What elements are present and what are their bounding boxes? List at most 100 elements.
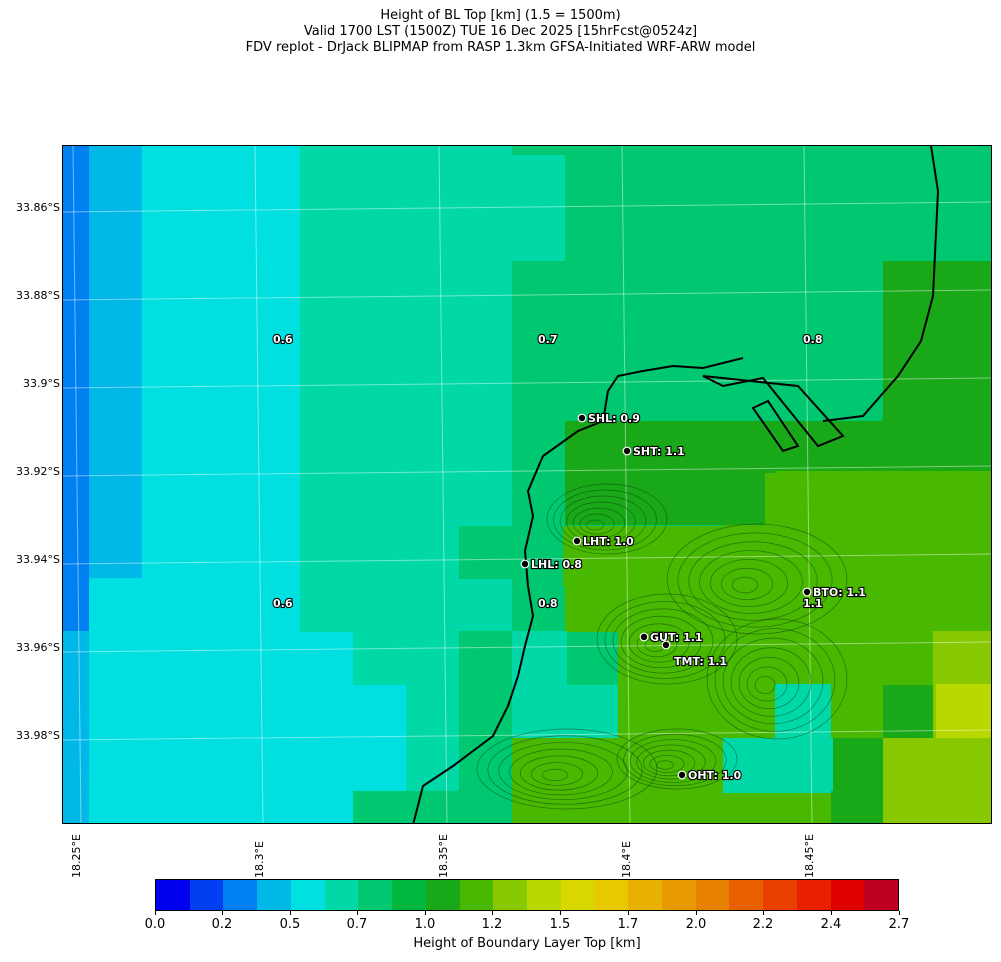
grid-cell xyxy=(618,685,672,739)
station-label: SHT: 1.1 xyxy=(633,445,685,458)
grid-cell xyxy=(933,311,991,471)
grid-cell xyxy=(353,579,407,633)
field-value-label: 0.8 xyxy=(803,333,823,346)
map-panel[interactable]: 0.6 0.7 0.8 0.6 0.8 1.1 SHL: 0.9 SHT: 1.1 LHT: … xyxy=(62,145,992,824)
grid-cell xyxy=(831,791,883,823)
contour-line xyxy=(612,608,714,674)
grid-cell xyxy=(512,738,723,823)
grid-cell xyxy=(247,685,301,739)
contour-line xyxy=(699,550,803,614)
colorbar-swatch xyxy=(459,880,494,910)
colorbar-tick-label: 2.2 xyxy=(752,917,774,932)
map-canvas: 0.6 0.7 0.8 0.6 0.8 1.1 SHL: 0.9 SHT: 1.1 LHT: … xyxy=(63,146,991,823)
station-marker xyxy=(520,559,530,569)
contour-line xyxy=(620,615,702,669)
contour-line xyxy=(656,760,674,770)
station-label: GUT: 1.1 xyxy=(650,631,703,644)
grid-cell xyxy=(353,632,407,686)
x-axis-label: 18.4°E xyxy=(620,841,633,878)
grid-cell xyxy=(459,314,513,368)
coastline-west xyxy=(412,357,744,823)
colorbar-swatch xyxy=(763,880,797,910)
x-axis-label: 18.45°E xyxy=(803,834,816,878)
station-label: OHT: 1.0 xyxy=(688,769,742,782)
colorbar-swatch xyxy=(392,880,426,910)
grid-cell xyxy=(565,146,991,261)
grid-cell xyxy=(512,208,566,262)
grid-cell xyxy=(353,473,407,527)
grid-cell xyxy=(247,579,301,633)
grid-cell xyxy=(300,367,354,421)
grid-cell xyxy=(459,631,512,823)
colorbar-swatch xyxy=(695,880,730,910)
grid-cell xyxy=(406,526,460,580)
grid-cell xyxy=(353,526,407,580)
contour-line xyxy=(714,628,836,732)
contour-line xyxy=(541,768,569,782)
grid-cell xyxy=(565,685,619,739)
contour-line xyxy=(596,593,738,685)
grid-cell xyxy=(300,579,354,633)
contour-line xyxy=(628,623,690,663)
colorbar-swatch xyxy=(796,880,831,910)
grid-cell xyxy=(300,146,510,266)
grid-cell xyxy=(406,685,460,739)
field-value-label: 0.6 xyxy=(273,597,293,610)
grid-cell xyxy=(300,632,354,686)
grid-cell xyxy=(777,791,831,823)
contour-line xyxy=(559,495,647,547)
y-axis-label: 33.96°S xyxy=(16,641,60,654)
grid-cell xyxy=(936,579,991,633)
lon-line xyxy=(254,146,264,823)
grid-cell xyxy=(777,579,831,633)
colorbar-swatch xyxy=(290,880,325,910)
colorbar-swatch xyxy=(358,880,393,910)
grid-cell xyxy=(512,685,566,739)
grid-cell xyxy=(459,367,513,421)
contour-line xyxy=(579,513,615,535)
title-line-3: FDV replot - DrJack BLIPMAP from RASP 1.… xyxy=(245,40,756,55)
grid-cell xyxy=(63,146,89,631)
colorbar-tick-mark xyxy=(763,911,764,915)
station-label: BTO: 1.1 xyxy=(813,586,866,599)
contour-line xyxy=(706,618,848,740)
contour-line xyxy=(530,762,584,786)
grid-cell xyxy=(777,632,831,686)
colorbar-tick-label: 1.2 xyxy=(481,917,503,932)
colorbar-swatch xyxy=(527,880,561,910)
contour-line xyxy=(710,559,788,607)
grid-cell xyxy=(406,420,460,474)
contour-line xyxy=(604,601,726,679)
grid-cell xyxy=(459,473,513,527)
contour-line xyxy=(746,666,788,702)
station-marker xyxy=(677,770,687,780)
station-marker xyxy=(639,632,649,642)
title-line-2: Valid 1700 LST (1500Z) TUE 16 Dec 2025 [… xyxy=(303,24,698,39)
grid-cell xyxy=(300,791,354,823)
colorbar-tick-mark xyxy=(222,911,223,915)
colorbar-tick-label: 2.4 xyxy=(820,917,842,932)
contour-line xyxy=(476,728,658,810)
colorbar-tick-mark xyxy=(560,911,561,915)
grid-cell xyxy=(830,685,884,739)
grid-cell xyxy=(247,791,301,823)
station-label: LHT: 1.0 xyxy=(583,535,634,548)
grid-cell xyxy=(247,632,301,686)
field-labels: 0.6 0.7 0.8 0.6 0.8 1.1 xyxy=(272,332,824,611)
grid-cell xyxy=(459,420,513,474)
contour-line xyxy=(688,541,818,621)
lon-line xyxy=(72,146,82,823)
grid-cell xyxy=(353,685,407,739)
contour-line xyxy=(616,728,738,790)
coastline xyxy=(412,146,940,823)
colorbar-tick-label: 1.7 xyxy=(617,917,639,932)
colorbar-tick-label: 2.7 xyxy=(888,917,910,932)
grid-cell xyxy=(459,526,513,580)
station-marker xyxy=(572,536,582,546)
lat-line xyxy=(63,553,991,565)
colorbar-swatch xyxy=(493,880,528,910)
colorbar-label: Height of Boundary Layer Top [km] xyxy=(413,936,641,951)
grid-cell xyxy=(406,738,460,792)
colorbar-tick-mark xyxy=(357,911,358,915)
